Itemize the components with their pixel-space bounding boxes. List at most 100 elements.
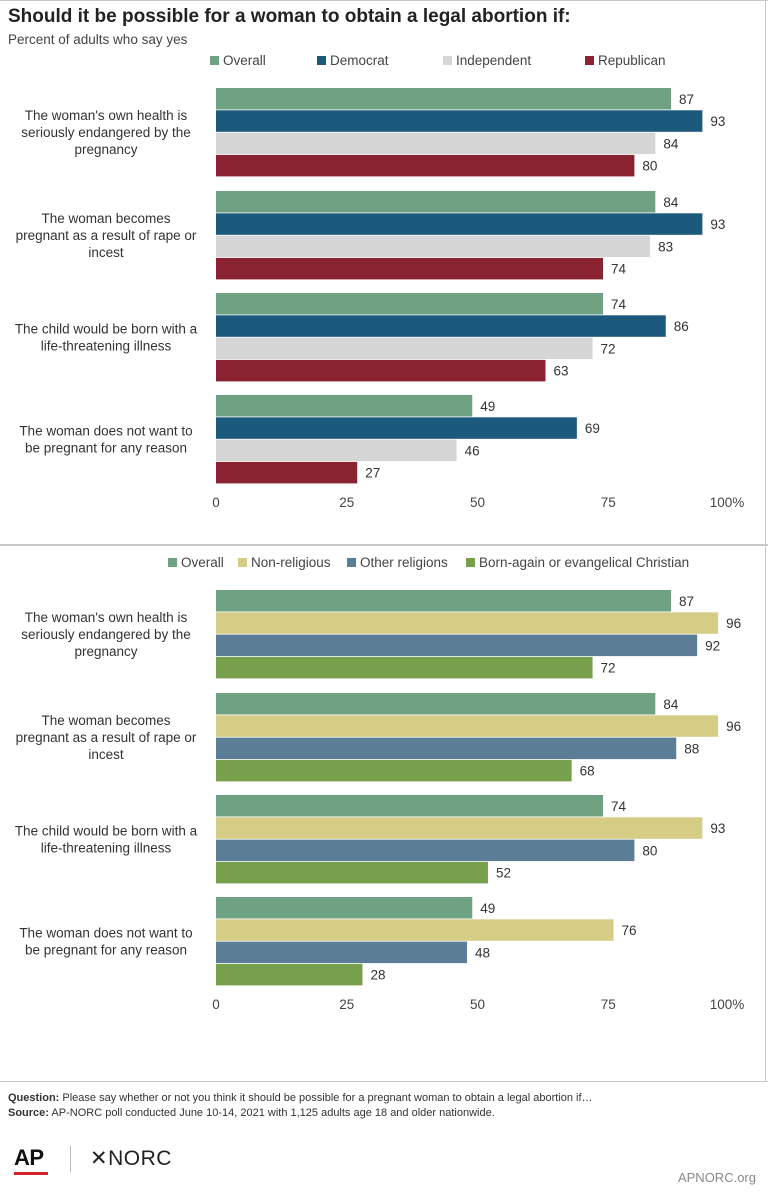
bar-value-label: 49 xyxy=(480,399,495,414)
bar xyxy=(216,963,363,986)
category-label-line: be pregnant for any reason xyxy=(25,943,187,958)
legend-item: Independent xyxy=(443,53,531,68)
site-url: APNORC.org xyxy=(677,1170,756,1185)
religion-bar-chart: Overall Non-religious Other religions Born-… xyxy=(15,555,745,1012)
legend-item: Overall xyxy=(168,555,224,570)
bar-value-label: 93 xyxy=(710,821,725,836)
legend-label: Overall xyxy=(181,555,224,570)
category-label-line: be pregnant for any reason xyxy=(25,441,187,456)
bar xyxy=(216,737,677,760)
bar xyxy=(216,715,719,737)
bar xyxy=(216,257,604,280)
question-text: Please say whether or not you think it s… xyxy=(59,1092,593,1104)
party-bar-chart: Overall Democrat Independent Republican The … xyxy=(15,53,744,510)
bar xyxy=(216,461,358,484)
bar xyxy=(216,795,604,817)
bar xyxy=(216,590,672,612)
x-tick-label: 100% xyxy=(710,997,745,1012)
category-label-line: life-threatening illness xyxy=(41,339,172,354)
bar-value-label: 68 xyxy=(580,764,595,779)
legend-label: Overall xyxy=(223,53,266,68)
right-border xyxy=(765,0,766,1081)
bar xyxy=(216,293,604,315)
bar-value-label: 96 xyxy=(726,616,741,631)
x-tick-label: 25 xyxy=(339,997,354,1012)
chart-title: Should it be possible for a woman to obt… xyxy=(8,6,571,27)
legend-swatch xyxy=(585,56,594,65)
legend-swatch xyxy=(443,56,452,65)
bar-value-label: 93 xyxy=(710,114,725,129)
bar-value-label: 86 xyxy=(674,319,689,334)
category-label-line: pregnant as a result of rape or xyxy=(16,730,197,745)
bar xyxy=(216,235,651,258)
category-label-line: The woman becomes xyxy=(41,713,170,728)
legend-swatch xyxy=(238,558,247,567)
bar xyxy=(216,612,719,634)
source-note: Source: AP-NORC poll conducted June 10-1… xyxy=(8,1106,760,1121)
category-label: The woman becomes pregnant as a result of… xyxy=(16,211,197,260)
bar-value-label: 87 xyxy=(679,594,694,609)
bar-value-label: 72 xyxy=(601,341,616,356)
bar-value-label: 84 xyxy=(663,195,679,210)
category-label: The woman becomes pregnant as a result of… xyxy=(16,713,197,762)
legend-swatch xyxy=(317,56,326,65)
question-note: Question: Please say whether or not you … xyxy=(8,1091,760,1106)
bar xyxy=(216,337,593,360)
bar-value-label: 87 xyxy=(679,92,694,107)
bar xyxy=(216,656,593,679)
category-label: The woman's own health is seriously endan… xyxy=(21,610,191,659)
x-tick-label: 0 xyxy=(212,997,220,1012)
legend-label: Independent xyxy=(456,53,531,68)
category-label-line: The child would be born with a xyxy=(15,824,198,839)
bar-value-label: 80 xyxy=(642,843,657,858)
bar xyxy=(216,132,656,155)
bar-value-label: 84 xyxy=(663,136,679,151)
legend-item: Other religions xyxy=(347,555,448,570)
chart-subtitle: Percent of adults who say yes xyxy=(8,32,188,47)
legend-label: Republican xyxy=(598,53,666,68)
bar-value-label: 28 xyxy=(370,968,385,983)
bar xyxy=(216,417,577,439)
bar-value-label: 49 xyxy=(480,901,495,916)
x-tick-label: 75 xyxy=(601,997,616,1012)
legend-swatch xyxy=(466,558,475,567)
bar-value-label: 88 xyxy=(684,741,699,756)
bar-value-label: 27 xyxy=(365,466,380,481)
category-label-line: seriously endangered by the xyxy=(21,627,191,642)
x-tick-label: 0 xyxy=(212,495,220,510)
bar xyxy=(216,359,546,382)
x-tick-label: 50 xyxy=(470,997,485,1012)
bar xyxy=(216,439,457,462)
legend-item: Democrat xyxy=(317,53,389,68)
bar xyxy=(216,693,656,715)
category-label-line: pregnancy xyxy=(74,644,137,659)
bar xyxy=(216,315,666,337)
legend-item: Born-again or evangelical Christian xyxy=(466,555,689,570)
category-label: The child would be born with a life-threa… xyxy=(15,824,198,856)
bar-value-label: 96 xyxy=(726,719,741,734)
source-text: AP-NORC poll conducted June 10-14, 2021 … xyxy=(48,1107,495,1119)
bar xyxy=(216,191,656,213)
category-label: The woman does not want to be pregnant fo… xyxy=(19,424,192,456)
legend-item: Overall xyxy=(210,53,266,68)
category-label-line: The woman becomes xyxy=(41,211,170,226)
bar-value-label: 48 xyxy=(475,945,490,960)
x-tick-label: 75 xyxy=(601,495,616,510)
category-label-line: The child would be born with a xyxy=(15,322,198,337)
question-label: Question: xyxy=(8,1092,60,1104)
bar-value-label: 74 xyxy=(611,262,627,277)
x-tick-label: 50 xyxy=(470,495,485,510)
bar-value-label: 74 xyxy=(611,799,627,814)
bar-value-label: 74 xyxy=(611,297,627,312)
source-label: Source: xyxy=(8,1107,49,1119)
category-label-line: pregnant as a result of rape or xyxy=(16,228,197,243)
legend-label: Other religions xyxy=(360,555,448,570)
footnote: Question: Please say whether or not you … xyxy=(8,1091,760,1121)
category-label-line: pregnancy xyxy=(74,142,137,157)
category-label: The child would be born with a life-threa… xyxy=(15,322,198,354)
bar xyxy=(216,634,698,657)
legend-label: Democrat xyxy=(330,53,389,68)
bar-value-label: 69 xyxy=(585,421,600,436)
bar xyxy=(216,154,635,177)
bar xyxy=(216,861,488,884)
